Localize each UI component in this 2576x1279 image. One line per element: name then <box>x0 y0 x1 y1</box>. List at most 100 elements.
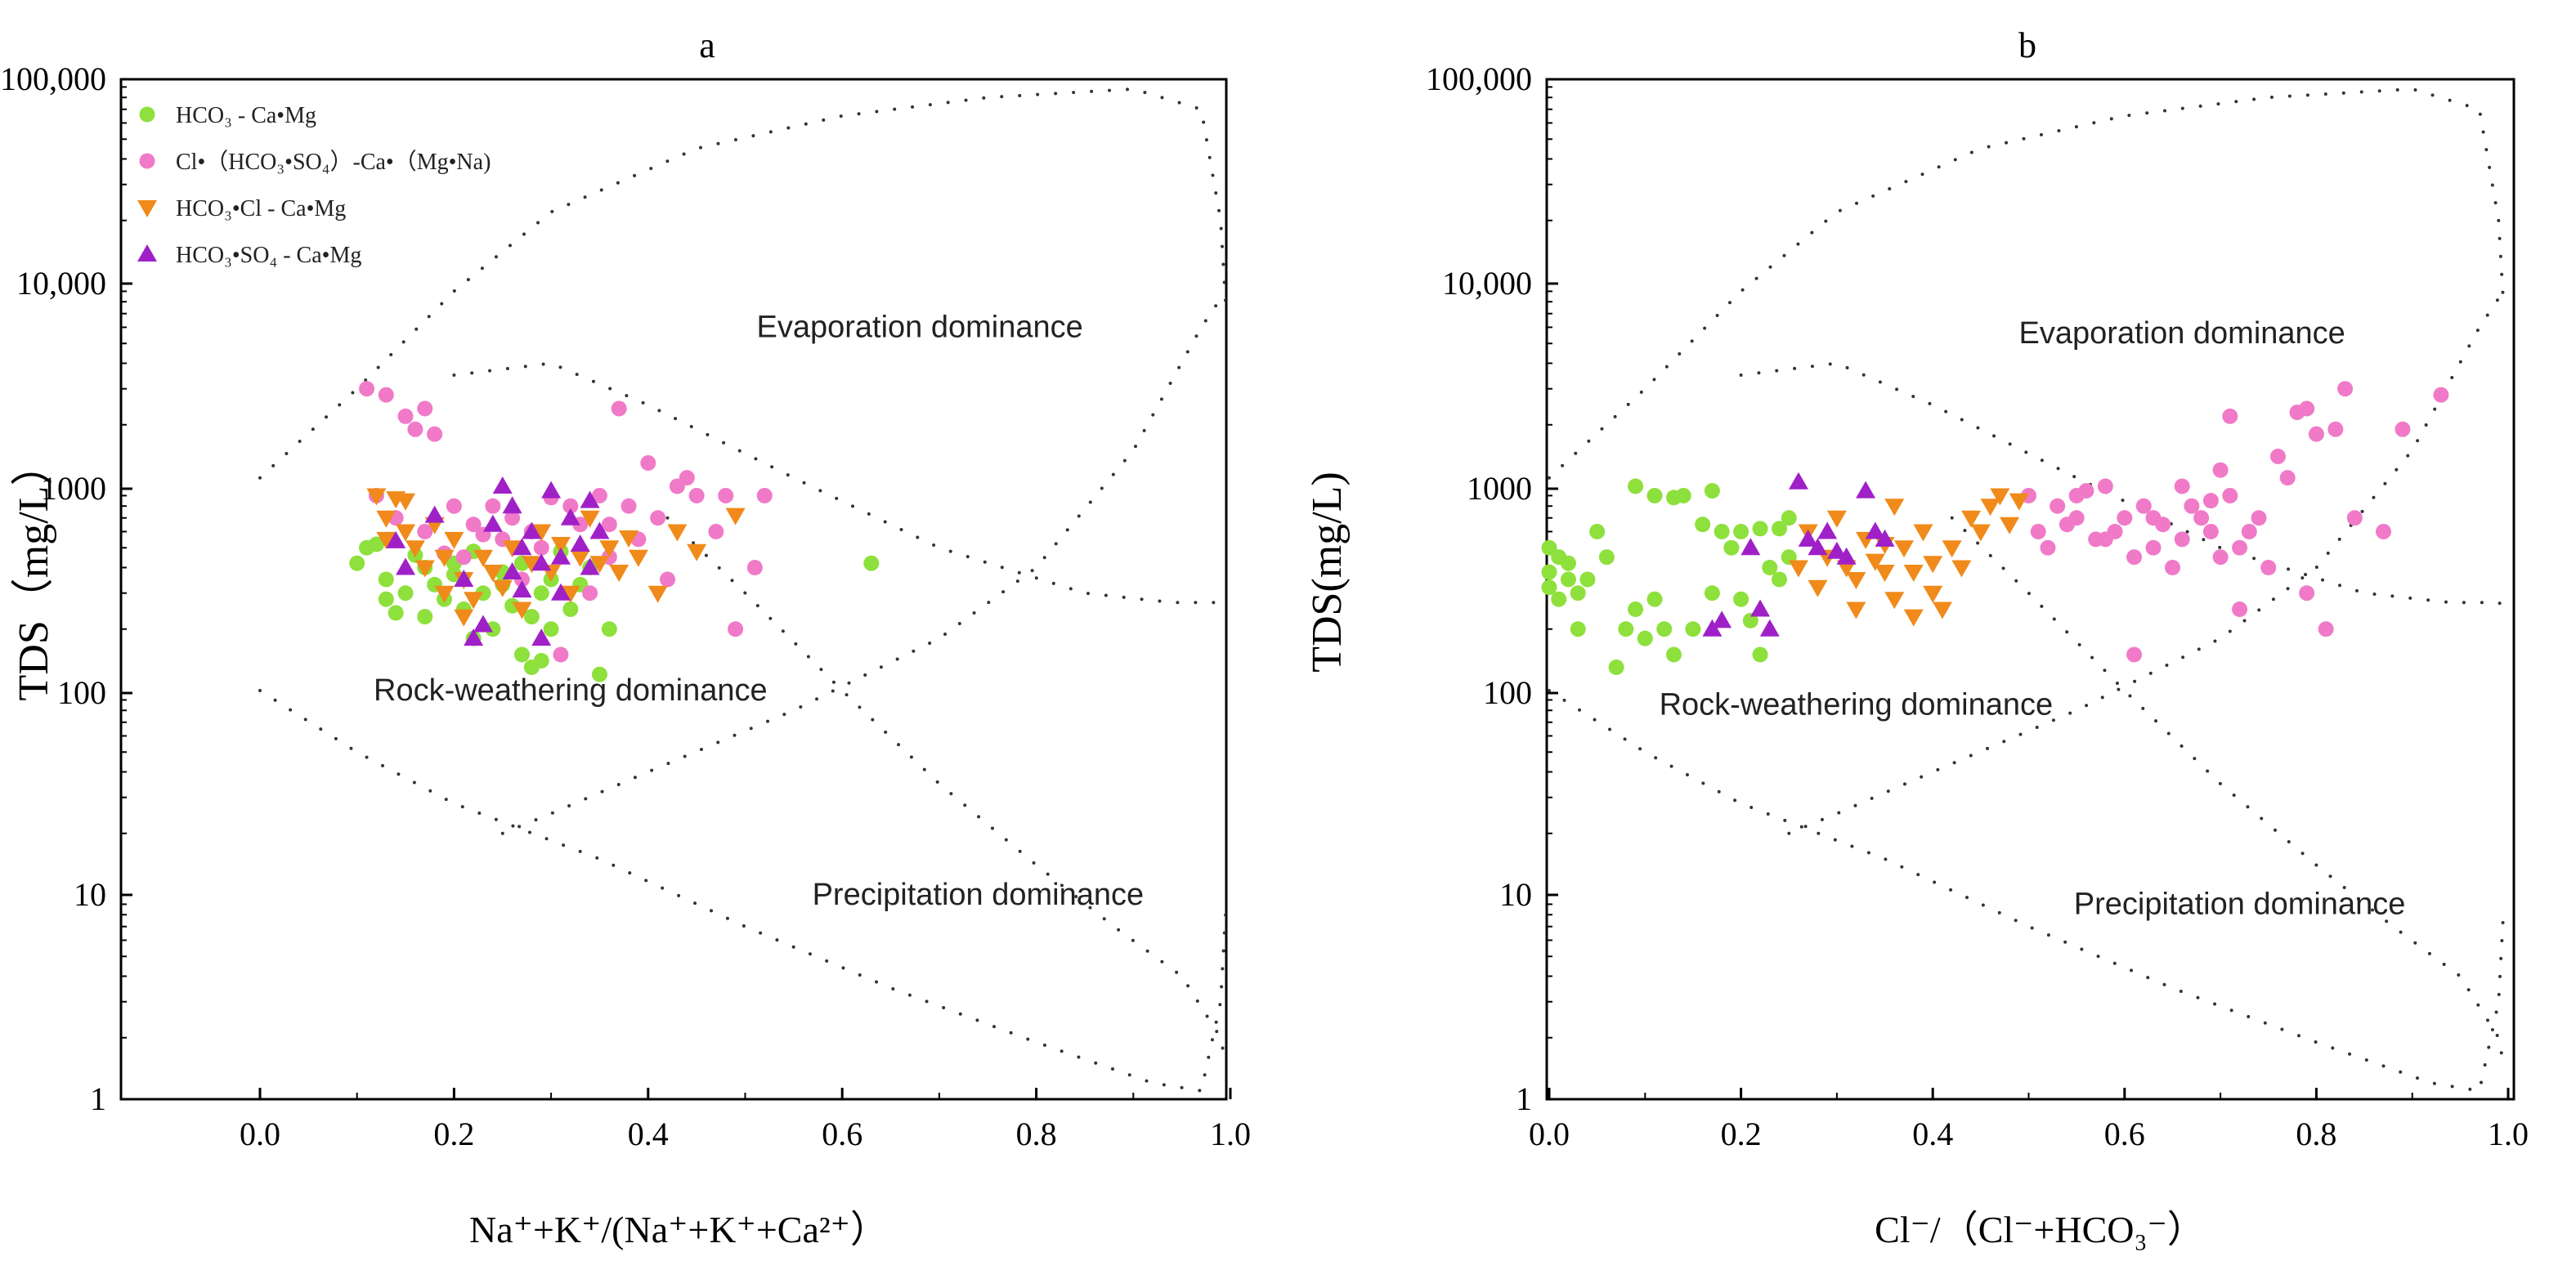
data-point <box>1875 529 1895 547</box>
data-point <box>1646 487 1663 503</box>
series-2 <box>1788 488 2029 627</box>
data-point <box>2269 448 2286 464</box>
panel-title: a <box>699 25 715 65</box>
data-point <box>1665 646 1682 663</box>
data-point <box>1628 478 1644 494</box>
data-point <box>376 510 396 528</box>
x-tick-label: 0.0 <box>1529 1116 1570 1152</box>
data-point <box>550 583 571 601</box>
data-point <box>1836 560 1857 578</box>
legend: HCO₃ - Ca•Mg Cl•（HCO₃•SO₄）-Ca•（Mg•Na) HCO₃… <box>137 103 491 268</box>
panel-title: b <box>2018 25 2036 65</box>
data-point <box>414 560 435 578</box>
data-point <box>396 557 416 575</box>
data-point <box>2000 517 2020 534</box>
upper-boundary-curve <box>258 87 1226 480</box>
plot-frame <box>119 78 1228 1101</box>
data-point <box>396 524 416 542</box>
data-point <box>504 597 521 614</box>
data-point <box>137 244 157 262</box>
data-point <box>2050 498 2066 514</box>
data-point <box>562 498 579 514</box>
data-point <box>1570 621 1586 637</box>
data-point <box>2097 531 2113 548</box>
data-point <box>570 534 590 552</box>
data-point <box>589 521 610 539</box>
data-point <box>378 571 394 588</box>
series-3 <box>1702 472 1895 637</box>
legend-label: HCO₃•Cl - Ca•Mg <box>176 196 346 221</box>
data-point <box>512 538 532 556</box>
data-point <box>1740 538 1761 556</box>
x-axis-label: Na⁺+K⁺/(Na⁺+K⁺+Ca²⁺） <box>469 1209 888 1250</box>
data-point <box>378 387 394 403</box>
data-point <box>2327 421 2344 437</box>
data-point <box>2212 549 2229 566</box>
data-point <box>464 592 484 610</box>
y-tick-label: 100 <box>1483 674 1532 711</box>
data-point <box>553 646 569 663</box>
data-point <box>2145 539 2162 556</box>
data-point <box>619 530 639 548</box>
data-point <box>1541 579 1557 596</box>
data-point <box>454 609 474 627</box>
y-tick-label: 1000 <box>1467 470 1532 507</box>
data-point <box>427 426 443 442</box>
region-label: Rock-weathering dominance <box>1660 688 2054 722</box>
data-point <box>611 400 627 417</box>
data-point <box>1884 499 1905 517</box>
y-tick-label: 100,000 <box>0 60 106 97</box>
boundary-curves <box>258 87 1226 1093</box>
data-point <box>2260 559 2277 575</box>
data-point <box>1980 499 2000 517</box>
data-point <box>591 666 607 682</box>
data-point <box>1752 521 1768 537</box>
data-point <box>1961 510 1982 528</box>
data-point <box>1628 601 1644 618</box>
x-tick-label: 1.0 <box>1210 1116 1251 1152</box>
data-point <box>1570 585 1586 601</box>
data-point <box>1788 560 1808 578</box>
data-point <box>2040 539 2056 556</box>
data-point <box>512 580 532 598</box>
data-point <box>482 514 503 532</box>
inner-rising-curve <box>1787 289 2506 835</box>
data-point <box>366 488 387 506</box>
data-point <box>1742 612 1758 628</box>
data-point <box>376 531 396 549</box>
data-point <box>502 496 522 514</box>
y-tick-label: 1 <box>90 1080 106 1117</box>
data-point <box>2241 523 2257 539</box>
data-point <box>2346 510 2363 526</box>
data-point <box>2222 408 2238 424</box>
data-point <box>2184 498 2200 514</box>
boundary-curves <box>1548 87 2506 1093</box>
data-point <box>485 498 501 514</box>
legend-label: Cl•（HCO₃•SO₄）-Ca•（Mg•Na) <box>176 149 491 175</box>
data-point <box>396 493 416 511</box>
data-point <box>522 521 542 539</box>
data-point <box>1846 571 1866 589</box>
region-label: Precipitation dominance <box>2074 887 2406 921</box>
data-point <box>1788 472 1808 490</box>
data-point <box>465 517 482 533</box>
data-point <box>687 543 707 561</box>
y-tick-label: 1000 <box>41 470 106 507</box>
data-point <box>591 487 607 503</box>
data-point <box>543 621 559 637</box>
data-point <box>504 510 521 526</box>
data-point <box>1846 601 1866 619</box>
data-point <box>1579 571 1596 588</box>
data-point <box>2232 539 2248 556</box>
data-point <box>688 487 705 503</box>
data-point <box>640 455 656 472</box>
data-point <box>473 549 494 567</box>
data-point <box>2164 559 2180 575</box>
data-point <box>560 585 580 603</box>
data-point <box>1781 510 1797 526</box>
data-point <box>397 408 414 424</box>
data-point <box>1685 621 1701 637</box>
data-point <box>620 498 637 514</box>
data-point <box>2068 487 2085 503</box>
data-point <box>2376 523 2392 539</box>
